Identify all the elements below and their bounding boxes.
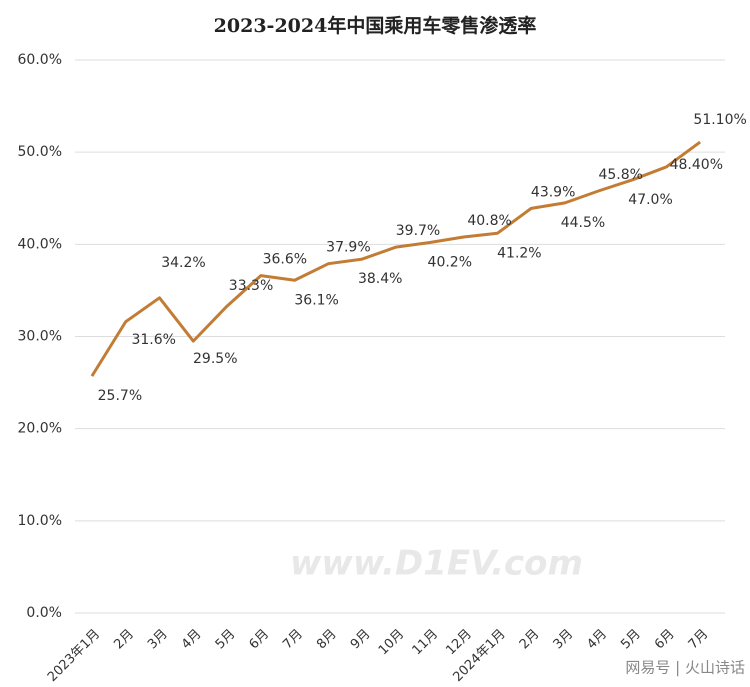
y-tick-label: 0.0% (26, 605, 62, 621)
data-label: 33.3% (229, 278, 273, 294)
y-tick-label: 30.0% (18, 329, 62, 345)
data-label: 44.5% (561, 215, 605, 231)
data-label: 41.2% (497, 245, 541, 261)
data-label: 36.6% (263, 252, 307, 268)
data-label: 36.1% (294, 292, 338, 308)
data-label: 45.8% (598, 167, 642, 183)
data-line (90, 140, 701, 377)
data-label: 48.40% (670, 157, 723, 173)
data-label: 29.5% (193, 351, 237, 367)
y-tick-label: 10.0% (18, 513, 62, 529)
source: 网易号 | 火山诗话 (625, 659, 745, 677)
y-tick-label: 50.0% (18, 144, 62, 160)
data-label: 34.2% (161, 255, 205, 271)
data-label: 43.9% (531, 184, 575, 200)
data-label: 25.7% (98, 388, 142, 404)
data-label: 40.8% (467, 213, 511, 229)
data-label: 38.4% (358, 271, 402, 287)
y-tick-label: 20.0% (18, 421, 62, 437)
data-label: 31.6% (131, 332, 175, 348)
y-tick-label: 40.0% (18, 236, 62, 252)
data-label: 37.9% (326, 240, 370, 256)
chart-title: 2023-2024年中国乘用车零售渗透率 (214, 14, 537, 37)
data-label: 51.10% (693, 112, 746, 128)
data-label: 39.7% (396, 223, 440, 239)
data-label: 40.2% (428, 254, 472, 270)
data-label: 47.0% (628, 192, 672, 208)
y-tick-label: 60.0% (18, 52, 62, 68)
watermark: www.D1EV.com (290, 544, 583, 584)
